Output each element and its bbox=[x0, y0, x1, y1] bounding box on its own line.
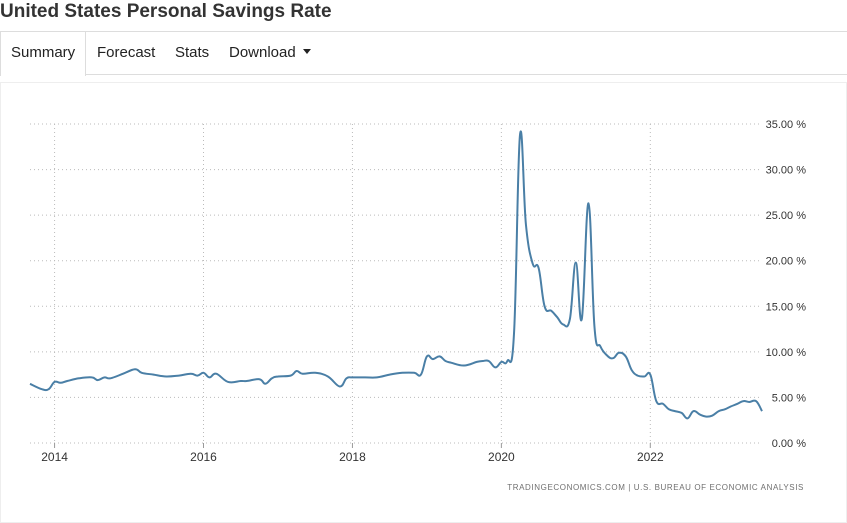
source-caption: TRADINGECONOMICS.COM | U.S. BUREAU OF EC… bbox=[507, 483, 804, 492]
y-tick-label: 25.00 % bbox=[766, 210, 807, 222]
tab-download[interactable]: Download bbox=[229, 32, 311, 75]
x-tick-label: 2016 bbox=[190, 450, 217, 464]
tab-download-label: Download bbox=[229, 44, 296, 61]
y-tick-label: 0.00 % bbox=[772, 438, 806, 450]
y-tick-label: 30.00 % bbox=[766, 165, 807, 177]
x-axis-ticks: 2014 2016 2018 2020 2022 bbox=[41, 443, 664, 464]
grid-lines bbox=[30, 123, 762, 444]
x-tick-label: 2022 bbox=[637, 450, 664, 464]
y-axis-labels: 0.00 % 5.00 % 10.00 % 15.00 % 20.00 % 25.00 %… bbox=[766, 119, 807, 450]
tab-bar: Summary Forecast Stats Download bbox=[0, 31, 847, 76]
y-tick-label: 35.00 % bbox=[766, 119, 807, 131]
tab-stats[interactable]: Stats bbox=[175, 44, 210, 61]
page-title: United States Personal Savings Rate bbox=[0, 1, 332, 22]
series-line bbox=[29, 130, 763, 420]
x-tick-label: 2020 bbox=[488, 450, 515, 464]
y-tick-label: 20.00 % bbox=[766, 256, 807, 268]
tab-forecast[interactable]: Forecast bbox=[97, 44, 156, 61]
y-tick-label: 5.00 % bbox=[772, 392, 806, 404]
y-tick-label: 15.00 % bbox=[766, 301, 807, 313]
x-tick-label: 2018 bbox=[339, 450, 366, 464]
tab-summary[interactable]: Summary bbox=[0, 32, 87, 76]
series-group bbox=[29, 130, 763, 420]
caret-down-icon bbox=[302, 48, 311, 54]
y-tick-label: 10.00 % bbox=[766, 347, 807, 359]
x-tick-label: 2014 bbox=[41, 450, 68, 464]
